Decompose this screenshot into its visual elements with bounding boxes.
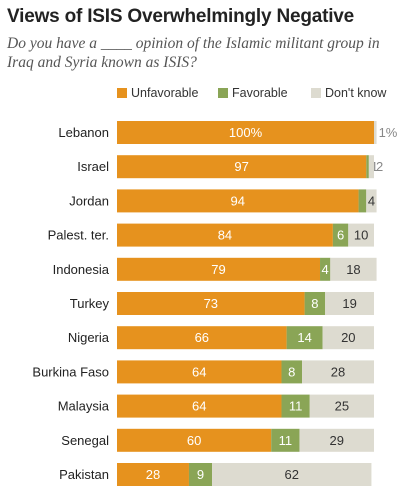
category-label-malaysia: Malaysia	[58, 399, 110, 414]
value-label-unfavorable-turkey: 73	[204, 296, 218, 311]
value-label-don-t-know-pakistan: 62	[285, 467, 299, 482]
bar-unfavorable-pakistan	[117, 463, 189, 486]
legend-swatch-favorable	[218, 88, 228, 98]
bar-favorable-turkey	[304, 292, 326, 315]
bar-favorable-burkina-faso	[281, 360, 303, 384]
bar-don-t-know-jordan	[366, 189, 377, 213]
category-label-nigeria: Nigeria	[68, 330, 110, 345]
category-label-jordan: Jordan	[69, 193, 109, 208]
value-label-favorable-pakistan: 9	[197, 467, 204, 482]
value-label-don-t-know-malaysia: 25	[335, 399, 349, 414]
bar-unfavorable-israel	[117, 155, 367, 179]
bar-don-t-know-indonesia	[330, 257, 377, 281]
bar-don-t-know-pakistan	[212, 463, 372, 486]
bar-unfavorable-lebanon	[117, 121, 374, 144]
bar-unfavorable-malaysia	[117, 394, 282, 418]
value-label-unfavorable-pakistan: 28	[146, 467, 160, 482]
value-label-don-t-know-jordan: 4	[368, 193, 375, 208]
value-label-favorable-malaysia: 11	[289, 399, 303, 414]
bar-don-t-know-lebanon	[374, 121, 377, 144]
value-label-unfavorable-malaysia: 64	[192, 399, 206, 414]
value-label-favorable-nigeria: 14	[297, 330, 311, 345]
value-label-favorable-burkina-faso: 8	[288, 364, 295, 379]
legend-label-favorable: Favorable	[232, 86, 288, 100]
category-label-burkina-faso: Burkina Faso	[32, 364, 109, 379]
bar-favorable-indonesia	[320, 257, 331, 281]
bar-don-t-know-palest-ter	[348, 223, 374, 247]
value-label-unfavorable-palest-ter: 84	[218, 228, 232, 243]
bar-don-t-know-malaysia	[309, 394, 374, 418]
value-label-unfavorable-jordan: 94	[231, 193, 245, 208]
chart-title: Views of ISIS Overwhelmingly Negative	[7, 6, 355, 27]
category-label-turkey: Turkey	[70, 296, 110, 311]
bar-favorable-pakistan	[188, 463, 213, 486]
value-label-don-t-know-turkey: 19	[342, 296, 356, 311]
value-label-don-t-know-lebanon: 1%	[379, 125, 398, 140]
value-label-favorable-indonesia: 4	[322, 262, 329, 277]
bar-favorable-nigeria	[286, 326, 323, 350]
value-label-unfavorable-indonesia: 79	[211, 262, 225, 277]
bar-unfavorable-jordan	[117, 189, 359, 213]
bar-unfavorable-palest-ter	[117, 223, 333, 247]
legend-swatch-unfavorable	[117, 88, 127, 98]
bar-unfavorable-senegal	[117, 428, 272, 452]
legend-label-don-t-know: Don't know	[325, 86, 387, 100]
bar-unfavorable-nigeria	[117, 326, 287, 350]
bar-don-t-know-turkey	[325, 292, 374, 315]
value-label-unfavorable-nigeria: 66	[195, 330, 209, 345]
bar-unfavorable-indonesia	[117, 257, 321, 281]
bar-unfavorable-turkey	[117, 292, 305, 315]
value-label-unfavorable-burkina-faso: 64	[192, 364, 206, 379]
chart-subtitle: Do you have a ____ opinion of the Islami…	[7, 35, 380, 71]
category-label-pakistan: Pakistan	[59, 467, 109, 482]
category-label-indonesia: Indonesia	[53, 262, 110, 277]
value-label-don-t-know-palest-ter: 10	[354, 228, 368, 243]
value-label-don-t-know-senegal: 29	[330, 433, 344, 448]
legend-label-unfavorable: Unfavorable	[131, 86, 198, 100]
category-label-palest-ter: Palest. ter.	[48, 228, 109, 243]
category-label-senegal: Senegal	[61, 433, 109, 448]
bar-favorable-senegal	[271, 428, 300, 452]
value-label-favorable-palest-ter: 6	[337, 228, 344, 243]
bar-favorable-malaysia	[281, 394, 310, 418]
bar-favorable-israel	[366, 155, 369, 179]
legend-swatch-don-t-know	[311, 88, 321, 98]
value-label-don-t-know-nigeria: 20	[341, 330, 355, 345]
value-label-don-t-know-indonesia: 18	[346, 262, 360, 277]
bar-favorable-palest-ter	[332, 223, 349, 247]
value-label-unfavorable-senegal: 60	[187, 433, 201, 448]
value-label-don-t-know-burkina-faso: 28	[331, 364, 345, 379]
value-label-favorable-senegal: 11	[279, 433, 293, 448]
bar-don-t-know-nigeria	[322, 326, 374, 350]
value-label-favorable-turkey: 8	[311, 296, 318, 311]
value-label-unfavorable-israel: 97	[234, 159, 248, 174]
value-label-favorable-israel: 1	[371, 159, 378, 174]
bar-don-t-know-israel	[368, 155, 374, 179]
bar-don-t-know-burkina-faso	[302, 360, 374, 384]
value-label-unfavorable-lebanon: 100%	[229, 125, 263, 140]
category-label-lebanon: Lebanon	[58, 125, 109, 140]
value-label-don-t-know-israel: 2	[376, 159, 383, 174]
bar-unfavorable-burkina-faso	[117, 360, 282, 384]
bar-favorable-jordan	[358, 189, 367, 213]
category-label-israel: Israel	[77, 159, 109, 174]
bar-don-t-know-senegal	[299, 428, 374, 452]
